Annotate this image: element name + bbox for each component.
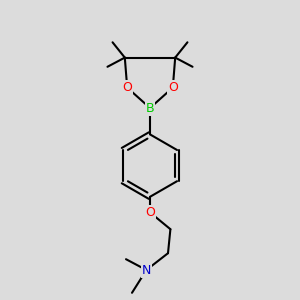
Text: B: B bbox=[146, 101, 154, 115]
Text: O: O bbox=[168, 81, 178, 94]
Text: O: O bbox=[122, 81, 132, 94]
Text: O: O bbox=[145, 206, 155, 219]
Text: N: N bbox=[142, 263, 151, 277]
